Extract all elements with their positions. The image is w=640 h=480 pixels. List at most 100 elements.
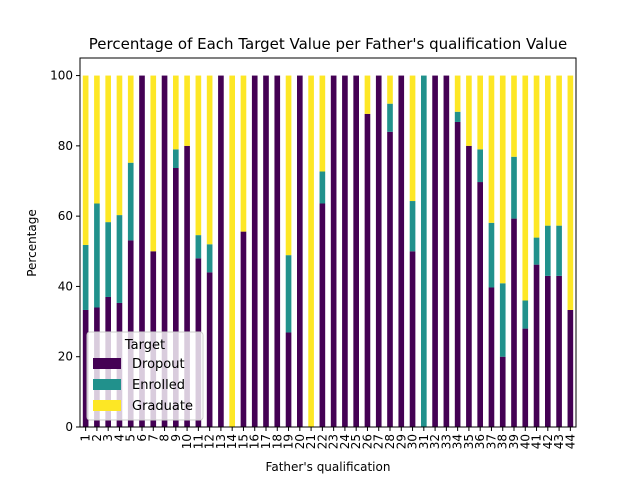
bar-enrolled-34 xyxy=(454,111,461,122)
x-tick-label: 43 xyxy=(552,434,566,449)
bar-dropout-12 xyxy=(206,272,213,427)
x-tick-label: 33 xyxy=(439,434,453,449)
bar-graduate-26 xyxy=(364,75,371,114)
bar-dropout-26 xyxy=(364,113,371,427)
y-tick-label: 80 xyxy=(58,139,73,153)
bar-enrolled-3 xyxy=(105,222,111,297)
bar-enrolled-42 xyxy=(545,225,551,276)
bar-dropout-41 xyxy=(533,264,540,427)
x-tick-label: 42 xyxy=(541,434,555,449)
bar-graduate-35 xyxy=(466,75,472,146)
x-tick-label: 4 xyxy=(112,434,126,442)
x-tick-label: 44 xyxy=(563,434,577,449)
bar-dropout-29 xyxy=(398,75,405,427)
bar-dropout-19 xyxy=(285,332,292,427)
bar-enrolled-31 xyxy=(421,75,427,427)
bar-graduate-36 xyxy=(477,75,483,150)
y-tick-label: 0 xyxy=(65,420,73,434)
bar-enrolled-37 xyxy=(488,222,495,288)
bar-graduate-30 xyxy=(409,75,416,202)
x-tick-label: 27 xyxy=(372,434,386,449)
bar-dropout-15 xyxy=(240,231,247,427)
bar-graduate-40 xyxy=(522,75,529,301)
bar-dropout-27 xyxy=(375,75,382,427)
bar-enrolled-28 xyxy=(387,103,393,132)
bar-dropout-24 xyxy=(342,75,348,427)
x-tick-label: 25 xyxy=(349,434,363,449)
bar-dropout-39 xyxy=(511,218,517,427)
x-tick-label: 9 xyxy=(169,434,183,442)
bar-dropout-34 xyxy=(454,121,461,428)
bar-graduate-11 xyxy=(195,75,202,236)
x-tick-label: 41 xyxy=(530,434,544,449)
bar-graduate-9 xyxy=(173,75,179,150)
bar-dropout-44 xyxy=(567,309,574,427)
bar-graduate-12 xyxy=(206,75,213,245)
y-tick-label: 40 xyxy=(58,279,73,293)
bar-enrolled-40 xyxy=(522,300,529,329)
bar-enrolled-22 xyxy=(319,171,326,204)
legend: Target Dropout Enrolled Graduate xyxy=(86,331,204,421)
x-tick-label: 11 xyxy=(191,434,205,449)
x-tick-label: 7 xyxy=(146,434,160,442)
x-tick-label: 30 xyxy=(406,434,420,449)
bar-dropout-43 xyxy=(556,275,562,427)
bar-dropout-10 xyxy=(184,145,190,428)
x-tick-label: 12 xyxy=(203,434,217,449)
x-axis-label: Father's qualification xyxy=(266,460,391,474)
x-tick-label: 3 xyxy=(101,434,115,442)
bar-dropout-36 xyxy=(477,182,483,427)
y-tick-label: 100 xyxy=(50,69,73,83)
bar-graduate-21 xyxy=(308,75,314,427)
bar-graduate-34 xyxy=(454,75,461,112)
legend-box xyxy=(86,331,204,421)
legend-swatch-enrolled xyxy=(93,379,121,390)
bar-graduate-42 xyxy=(545,75,551,226)
x-tick-label: 28 xyxy=(383,434,397,449)
x-tick-label: 10 xyxy=(180,434,194,449)
x-tick-label: 24 xyxy=(338,434,352,449)
x-tick-label: 22 xyxy=(315,434,329,449)
bar-dropout-18 xyxy=(274,75,281,427)
bar-enrolled-43 xyxy=(556,225,562,276)
bar-enrolled-41 xyxy=(533,237,540,265)
legend-swatch-dropout xyxy=(93,358,121,369)
bar-graduate-2 xyxy=(94,75,100,204)
x-tick-label: 32 xyxy=(428,434,442,449)
legend-label-dropout: Dropout xyxy=(132,357,185,372)
x-tick-label: 1 xyxy=(79,434,93,442)
x-tick-label: 35 xyxy=(462,434,476,449)
bar-enrolled-30 xyxy=(409,201,416,252)
bar-graduate-4 xyxy=(116,75,123,216)
x-tick-label: 20 xyxy=(293,434,307,449)
x-tick-label: 38 xyxy=(496,434,510,449)
bar-graduate-38 xyxy=(499,75,506,284)
bar-dropout-20 xyxy=(297,75,303,427)
y-axis-label: Percentage xyxy=(25,209,39,277)
bar-dropout-32 xyxy=(432,75,438,427)
bar-dropout-23 xyxy=(330,75,337,427)
chart-title: Percentage of Each Target Value per Fath… xyxy=(89,35,567,53)
legend-label-graduate: Graduate xyxy=(132,399,193,414)
bar-enrolled-5 xyxy=(127,162,134,241)
bar-dropout-37 xyxy=(488,287,495,427)
x-tick-label: 8 xyxy=(158,434,172,442)
bar-dropout-30 xyxy=(409,251,416,427)
x-tick-label: 34 xyxy=(451,434,465,449)
bar-graduate-15 xyxy=(240,75,247,232)
x-tick-label: 5 xyxy=(124,434,138,442)
x-tick-label: 21 xyxy=(304,434,318,449)
bar-graduate-5 xyxy=(127,75,134,163)
bar-graduate-14 xyxy=(229,75,235,427)
bar-dropout-8 xyxy=(161,75,168,427)
bar-dropout-35 xyxy=(466,145,472,428)
bar-dropout-1 xyxy=(82,309,89,427)
bar-dropout-42 xyxy=(545,275,551,427)
bar-enrolled-19 xyxy=(285,255,292,333)
x-tick-label: 39 xyxy=(507,434,521,449)
bar-graduate-37 xyxy=(488,75,495,223)
y-axis: 0 20 40 60 80 100 xyxy=(50,69,80,434)
bar-dropout-13 xyxy=(218,75,224,427)
x-tick-label: 15 xyxy=(236,434,250,449)
bar-dropout-25 xyxy=(353,75,359,427)
